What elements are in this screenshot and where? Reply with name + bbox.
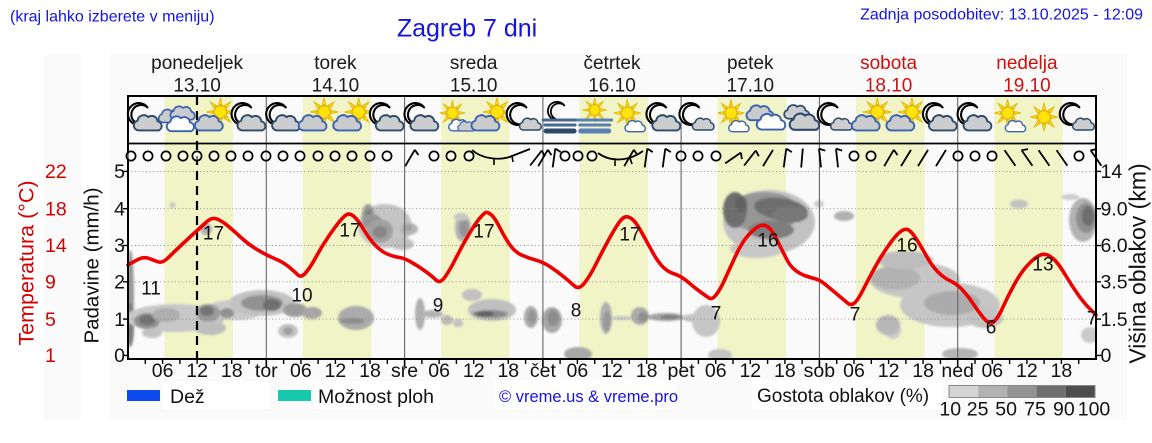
svg-text:Zagreb 7 dni: Zagreb 7 dni — [397, 15, 537, 43]
svg-text:petek: petek — [727, 53, 774, 74]
svg-text:18: 18 — [497, 360, 519, 382]
svg-text:10: 10 — [291, 286, 312, 307]
svg-text:14.10: 14.10 — [312, 76, 360, 97]
svg-text:12: 12 — [1016, 360, 1038, 382]
svg-text:1.5: 1.5 — [1101, 309, 1128, 331]
svg-text:4: 4 — [114, 198, 125, 220]
svg-text:18: 18 — [221, 360, 243, 382]
svg-text:18: 18 — [45, 198, 67, 220]
svg-text:Višina oblakov (km): Višina oblakov (km) — [1125, 163, 1151, 363]
svg-text:25: 25 — [967, 399, 989, 421]
svg-text:Padavine (mm/h): Padavine (mm/h) — [81, 187, 104, 343]
svg-text:90: 90 — [1053, 399, 1075, 421]
svg-text:06: 06 — [567, 360, 589, 382]
svg-text:12: 12 — [186, 360, 208, 382]
svg-text:7: 7 — [1087, 309, 1098, 330]
svg-text:50: 50 — [995, 399, 1017, 421]
svg-text:17.10: 17.10 — [727, 76, 775, 97]
svg-text:18: 18 — [359, 360, 381, 382]
svg-text:13.10: 13.10 — [173, 76, 221, 97]
svg-text:12: 12 — [325, 360, 347, 382]
svg-text:3: 3 — [114, 235, 125, 257]
svg-text:ned: ned — [941, 360, 974, 382]
svg-text:1: 1 — [45, 345, 56, 367]
svg-text:torek: torek — [314, 53, 357, 74]
svg-text:6.0: 6.0 — [1101, 235, 1128, 257]
svg-text:18.10: 18.10 — [865, 76, 913, 97]
svg-text:06: 06 — [152, 360, 174, 382]
svg-text:ponedeljek: ponedeljek — [151, 53, 243, 74]
svg-text:18: 18 — [1051, 360, 1073, 382]
svg-text:18: 18 — [636, 360, 658, 382]
svg-text:8: 8 — [571, 301, 582, 322]
svg-text:0: 0 — [114, 345, 125, 367]
svg-text:2: 2 — [114, 272, 125, 294]
svg-text:pet: pet — [668, 360, 696, 382]
svg-text:17: 17 — [339, 221, 360, 242]
svg-text:9: 9 — [433, 296, 444, 317]
svg-text:7: 7 — [850, 305, 861, 326]
svg-text:0: 0 — [1101, 345, 1112, 367]
svg-text:Temperatura (°C): Temperatura (°C) — [15, 180, 39, 345]
svg-text:12: 12 — [878, 360, 900, 382]
svg-text:15.10: 15.10 — [450, 76, 498, 97]
svg-text:Zadnja posodobitev: 13.10.2025: Zadnja posodobitev: 13.10.2025 - 12:09 — [860, 7, 1143, 24]
svg-text:16.10: 16.10 — [588, 76, 636, 97]
svg-text:9.0: 9.0 — [1101, 198, 1128, 220]
svg-text:Dež: Dež — [170, 386, 205, 408]
svg-text:11: 11 — [141, 279, 161, 300]
svg-text:5: 5 — [45, 309, 56, 331]
svg-text:čet: čet — [530, 360, 557, 382]
svg-text:10: 10 — [939, 399, 961, 421]
svg-text:12: 12 — [739, 360, 761, 382]
svg-text:06: 06 — [843, 360, 865, 382]
svg-text:13: 13 — [1032, 255, 1053, 276]
svg-text:© vreme.us & vreme.pro: © vreme.us & vreme.pro — [499, 388, 678, 406]
svg-text:sreda: sreda — [450, 53, 498, 74]
svg-text:22: 22 — [45, 161, 67, 183]
svg-text:100: 100 — [1078, 399, 1111, 421]
svg-text:3.5: 3.5 — [1101, 272, 1128, 294]
svg-text:17: 17 — [473, 222, 494, 243]
svg-text:06: 06 — [981, 360, 1003, 382]
svg-text:17: 17 — [619, 225, 640, 246]
svg-text:17: 17 — [203, 224, 224, 245]
svg-text:14: 14 — [45, 235, 67, 257]
svg-text:sob: sob — [804, 360, 836, 382]
svg-text:75: 75 — [1024, 399, 1046, 421]
svg-text:5: 5 — [114, 161, 125, 183]
svg-text:(kraj lahko izberete v meniju): (kraj lahko izberete v meniju) — [10, 9, 215, 26]
svg-text:18: 18 — [774, 360, 796, 382]
svg-text:18: 18 — [912, 360, 934, 382]
svg-text:6: 6 — [986, 318, 997, 339]
svg-text:sobota: sobota — [860, 53, 917, 74]
svg-text:16: 16 — [757, 231, 778, 252]
svg-text:06: 06 — [428, 360, 450, 382]
svg-text:12: 12 — [463, 360, 485, 382]
svg-text:9: 9 — [45, 272, 56, 294]
svg-text:Možnost ploh: Možnost ploh — [318, 386, 434, 408]
svg-text:12: 12 — [601, 360, 623, 382]
svg-text:06: 06 — [290, 360, 312, 382]
svg-text:nedelja: nedelja — [996, 53, 1058, 74]
svg-text:četrtek: četrtek — [583, 53, 641, 74]
svg-text:sre: sre — [391, 360, 418, 382]
svg-text:tor: tor — [255, 360, 278, 382]
svg-text:7: 7 — [711, 304, 722, 325]
svg-text:06: 06 — [705, 360, 727, 382]
svg-text:19.10: 19.10 — [1003, 76, 1051, 97]
svg-text:16: 16 — [896, 236, 917, 257]
svg-text:Gostota oblakov (%): Gostota oblakov (%) — [757, 386, 929, 407]
svg-text:1: 1 — [114, 309, 125, 331]
svg-text:14: 14 — [1101, 161, 1123, 183]
